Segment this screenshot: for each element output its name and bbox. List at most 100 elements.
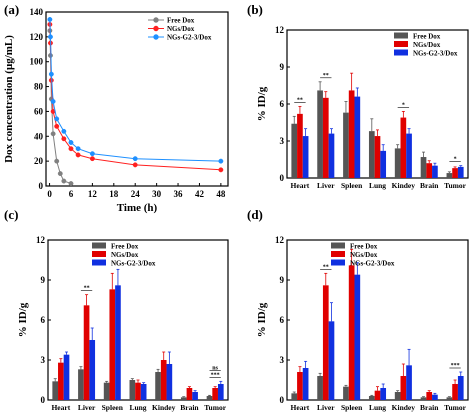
legend-swatch — [394, 32, 408, 39]
y-tick-label: 3 — [280, 355, 285, 365]
bar — [394, 148, 401, 178]
y-tick-label: 0 — [41, 395, 46, 405]
legend-swatch — [394, 41, 408, 47]
bar — [109, 289, 116, 400]
bar — [354, 274, 361, 400]
bar — [374, 136, 381, 178]
legend-swatch — [331, 251, 345, 257]
bar — [52, 381, 59, 400]
bar — [432, 165, 438, 178]
data-point — [75, 146, 81, 152]
x-tick-label: 12 — [88, 189, 98, 199]
y-tick-label: 12 — [36, 235, 46, 245]
significance-label: * — [402, 102, 405, 108]
category-label: Brain — [420, 403, 439, 412]
x-tick-label: 18 — [109, 189, 119, 199]
bar — [426, 392, 433, 400]
bar — [343, 112, 349, 178]
x-tick-label: 36 — [174, 189, 184, 199]
category-label: Lung — [369, 403, 386, 412]
x-tick-label: 0 — [47, 189, 52, 199]
y-tick-label: 3 — [41, 355, 46, 365]
bar — [135, 382, 141, 400]
bar — [58, 362, 64, 400]
legend-label: NGs-G2-3/Dox — [111, 260, 156, 268]
bar — [78, 369, 84, 400]
bar — [426, 163, 433, 178]
legend-swatch — [331, 259, 345, 266]
bar — [406, 365, 412, 400]
bar — [166, 364, 173, 400]
legend-marker — [153, 34, 159, 40]
significance-label: *** — [211, 372, 220, 378]
data-point — [89, 156, 95, 162]
bar — [394, 392, 401, 400]
significance-label: ** — [323, 73, 329, 79]
bar — [103, 382, 110, 400]
bar — [432, 394, 438, 400]
y-tick-label: 0 — [39, 181, 44, 191]
bar — [297, 372, 303, 400]
y-tick-label: 40 — [34, 131, 44, 141]
category-label: Heart — [291, 403, 310, 412]
y-tick-label: 60 — [34, 106, 44, 116]
bar — [83, 305, 90, 400]
bar — [129, 380, 136, 400]
data-point — [218, 167, 224, 173]
panel-label: (d) — [247, 207, 263, 222]
bar — [291, 123, 298, 178]
bar — [186, 388, 193, 400]
legend-label: NGs/Dox — [350, 251, 378, 259]
category-label: Heart — [51, 403, 70, 412]
data-point — [61, 128, 67, 134]
y-tick-label: 6 — [280, 315, 285, 325]
data-point — [75, 152, 81, 158]
y-tick-label: 6 — [41, 315, 46, 325]
bar — [180, 397, 187, 400]
legend-swatch — [92, 242, 106, 249]
category-label: Tumor — [204, 403, 226, 412]
y-axis-title: % ID/g — [256, 302, 268, 337]
legend-label: Free Dox — [167, 17, 195, 25]
data-point — [48, 34, 53, 40]
y-axis-title: % ID/g — [17, 302, 29, 337]
x-tick-label: 42 — [195, 189, 205, 199]
data-point — [132, 162, 138, 168]
bar — [322, 285, 329, 400]
bar — [452, 384, 458, 400]
legend-label: Free Dox — [350, 243, 378, 251]
legend-label: NGs-G2-3/Dox — [167, 34, 212, 42]
significance-label: ** — [297, 97, 303, 103]
panel-label: (c) — [4, 207, 18, 222]
legend-label: NGs/Dox — [413, 41, 441, 49]
legend-label: NGs-G2-3/Dox — [350, 260, 395, 268]
category-label: Heart — [291, 181, 310, 190]
category-label: Tumor — [444, 403, 466, 412]
bar — [160, 360, 167, 400]
y-axis-title: % ID/g — [256, 86, 268, 121]
y-tick-label: 9 — [280, 275, 285, 285]
bar — [406, 133, 412, 178]
y-tick-label: 100 — [30, 57, 44, 67]
bar — [380, 150, 387, 178]
y-tick-label: 9 — [41, 275, 46, 285]
bar — [317, 376, 323, 400]
legend-label: Free Dox — [111, 243, 139, 251]
x-tick-label: 48 — [216, 189, 226, 199]
bar — [343, 386, 349, 400]
legend-swatch — [394, 49, 408, 56]
bar — [400, 376, 407, 400]
bar — [420, 157, 427, 178]
bar — [368, 396, 375, 400]
legend-label: NGs/Dox — [167, 25, 195, 33]
data-point — [89, 151, 95, 157]
y-tick-label: 140 — [30, 7, 44, 17]
bar — [446, 173, 453, 178]
panel-label: (b) — [247, 2, 263, 17]
y-tick-label: 12 — [275, 25, 285, 35]
data-point — [54, 158, 60, 164]
bar — [457, 166, 464, 178]
bar — [302, 368, 309, 400]
y-tick-label: 0 — [280, 395, 285, 405]
